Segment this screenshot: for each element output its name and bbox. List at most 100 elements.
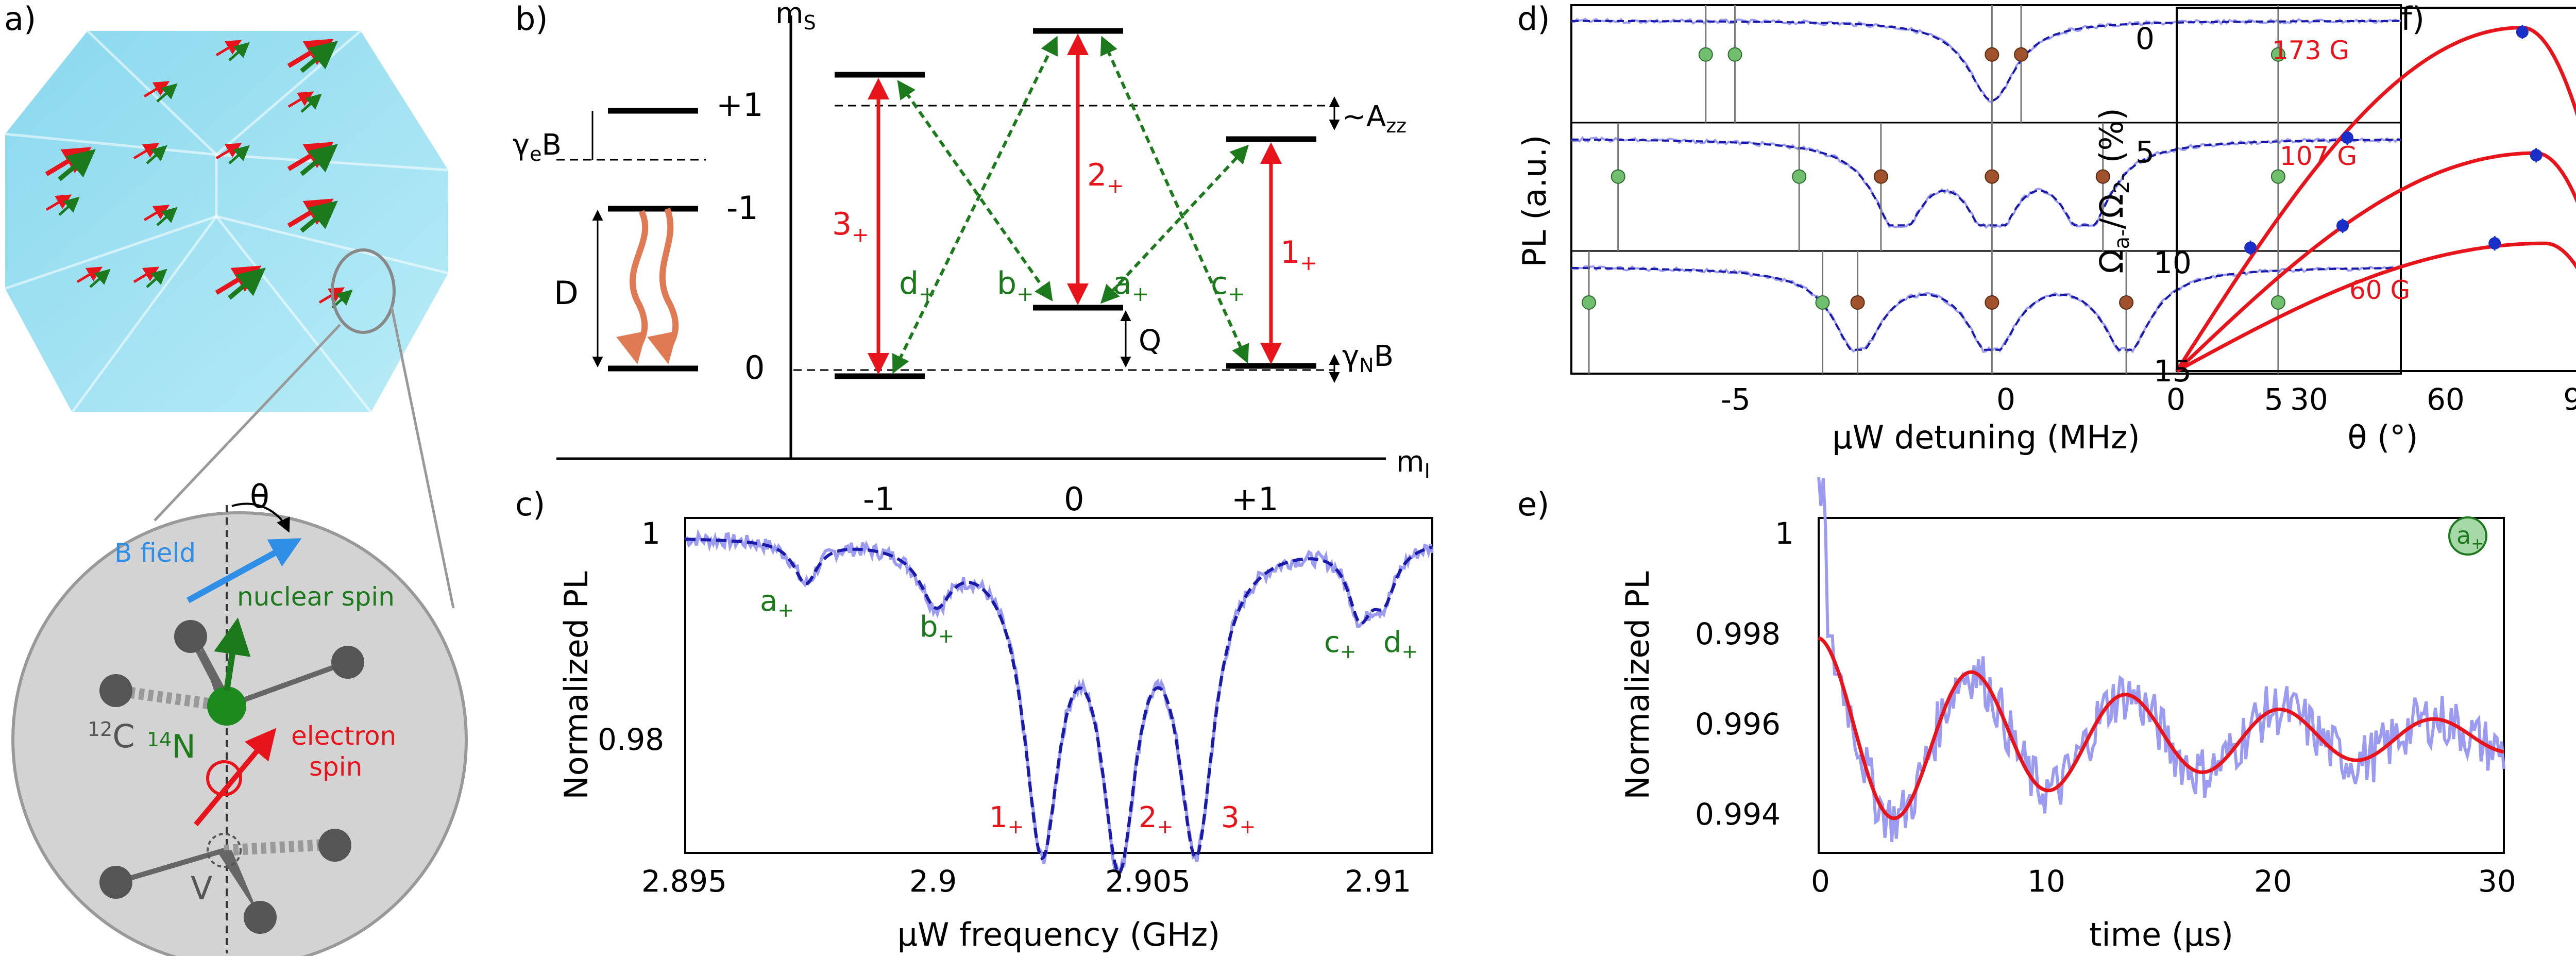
theta-label: θ: [250, 478, 269, 515]
d-ylabel: PL (a.u.): [1516, 135, 1553, 267]
zfs-label: D: [554, 274, 579, 312]
electron-spin-arrow: [194, 728, 277, 827]
e-xtick-0: 0: [1811, 864, 1830, 899]
f-series-label-107: 107 G: [2280, 141, 2357, 171]
f-series-label-173: 173 G: [2272, 36, 2349, 65]
panel-e: e) 1 0.998 0.996 0.994 0 10 20 30 time (…: [1517, 477, 2516, 953]
zoom-line-left: [154, 324, 341, 522]
nv-highlight: [331, 248, 396, 334]
nuclear-spin-arrow: [89, 269, 111, 288]
c-fit-trace: [685, 538, 1433, 875]
transition-dplus: [892, 36, 1058, 374]
nuclear-spin-arrow: [228, 267, 266, 300]
mi-tick-minus1: -1: [863, 480, 895, 518]
d-brown-dot: [1985, 295, 1999, 310]
f-ylabel: Ωa-/Ω2- (%): [2093, 108, 2134, 274]
c-xtick-2905: 2.905: [1105, 864, 1191, 899]
panel-label-c: c): [515, 485, 545, 523]
f-data-point: [2516, 26, 2529, 38]
f-xtick-90: 90: [2563, 382, 2576, 417]
spin-arrows: [45, 39, 353, 309]
c-ylabel: Normalized PL: [557, 571, 595, 800]
nuclear-spin-arrow: [300, 41, 338, 73]
d-green-dot: [1815, 295, 1830, 310]
f-fit-curve: [2175, 151, 2576, 373]
plot-e-frame: [1818, 517, 2505, 854]
d-green-dot: [1698, 47, 1713, 62]
mi-axis-label: mI: [1396, 445, 1430, 482]
e-ytick-0996: 0.996: [1695, 707, 1781, 742]
d-green-dot: [1727, 47, 1742, 62]
c-data-trace: [684, 528, 1434, 877]
e-data-trace: [1817, 477, 2505, 842]
panel-label-d: d): [1517, 0, 1550, 38]
f-xlabel: θ (°): [2347, 418, 2418, 456]
c-xtick-29: 2.9: [909, 864, 957, 899]
d-brown-dot: [1850, 295, 1865, 310]
c12-label: 12C: [88, 717, 135, 755]
q-label: Q: [1139, 324, 1161, 358]
forbidden-transitions: [892, 36, 1249, 374]
e-ytick-0998: 0.998: [1695, 616, 1781, 651]
plot-d: [1570, 5, 2402, 374]
f-fit-curve: [2176, 241, 2576, 373]
c-label-1plus: 1+: [989, 801, 1024, 838]
b-field-arrow: [187, 538, 302, 603]
nuclear-spin-arrow: [228, 42, 250, 61]
c-label-aplus: a+: [760, 584, 794, 622]
carbon-atom: [318, 829, 351, 862]
f-data-point: [2336, 220, 2349, 232]
d-xtick-minus5: -5: [1721, 382, 1751, 417]
d-xtick-0: 0: [1996, 382, 2015, 417]
transition-bplus: [897, 80, 1053, 301]
f-ytick-10: 5: [2136, 135, 2155, 170]
d-brown-dot: [1985, 169, 1999, 184]
c-label-dplus: d+: [1383, 626, 1418, 663]
f-fit-curve: [2175, 25, 2576, 372]
f-ytick-0: 15: [2154, 354, 2192, 389]
nv-center-zoom: [11, 511, 468, 956]
label-cplus: c+: [1211, 265, 1245, 306]
nuclear-spin-arrow: [58, 196, 80, 216]
carbon-atom: [99, 674, 132, 707]
ms-tick-plus1: +1: [716, 86, 763, 124]
plot-f: [2175, 25, 2576, 373]
f-xtick-0: 0: [2166, 382, 2185, 417]
ms-tick-0: 0: [744, 349, 765, 387]
decay-arrow-1: [616, 210, 649, 364]
d-green-dot: [2270, 169, 2285, 184]
panel-label-f: f): [2401, 0, 2425, 38]
label-2plus: 2+: [1087, 157, 1124, 198]
d-green-dot: [2270, 47, 2285, 62]
crystal: [5, 31, 448, 412]
f-data-point: [2244, 241, 2257, 254]
panel-d: d) -5 0 5 μW detuning (MHz) PL (a.u.): [1516, 0, 2402, 456]
d-fit-trace: [1571, 266, 2401, 351]
f-xtick-30: 30: [2290, 382, 2328, 417]
e-fit-trace: [1818, 636, 2504, 820]
d-fit-trace: [1571, 138, 2401, 227]
c-xtick-291: 2.91: [1345, 864, 1411, 899]
c-ytick-098: 0.98: [598, 722, 664, 757]
c-label-2plus: 2+: [1139, 801, 1173, 838]
nuclear-spin-arrow: [58, 149, 96, 181]
e-xtick-10: 10: [2027, 864, 2065, 899]
plot-f-frame: [2176, 7, 2576, 372]
plot-c-frame: [684, 517, 1433, 854]
ms-axis-label: mS: [775, 0, 816, 34]
label-3plus: 3+: [832, 206, 869, 247]
d-fit-trace: [1571, 20, 2401, 102]
d-brown-dot: [1985, 47, 1999, 62]
panel-b: b) mS mI +1 -1 0 -1 0 +1 γeB D: [513, 0, 1430, 518]
carbon-atom: [174, 620, 207, 653]
mi-tick-0: 0: [1064, 480, 1084, 518]
nuclear-spin-arrow: [300, 93, 322, 113]
azz-label: ~Azz: [1342, 100, 1406, 137]
nuclear-spin-arrow: [300, 144, 338, 176]
e-ylabel: Normalized PL: [1619, 571, 1656, 800]
nuclear-spin-arrow: [146, 145, 167, 164]
hyperfine-levels: [835, 28, 1316, 379]
e-ytick-0994: 0.994: [1695, 797, 1781, 832]
nitrogen-atom: [207, 686, 246, 726]
carbon-atom: [331, 646, 364, 679]
